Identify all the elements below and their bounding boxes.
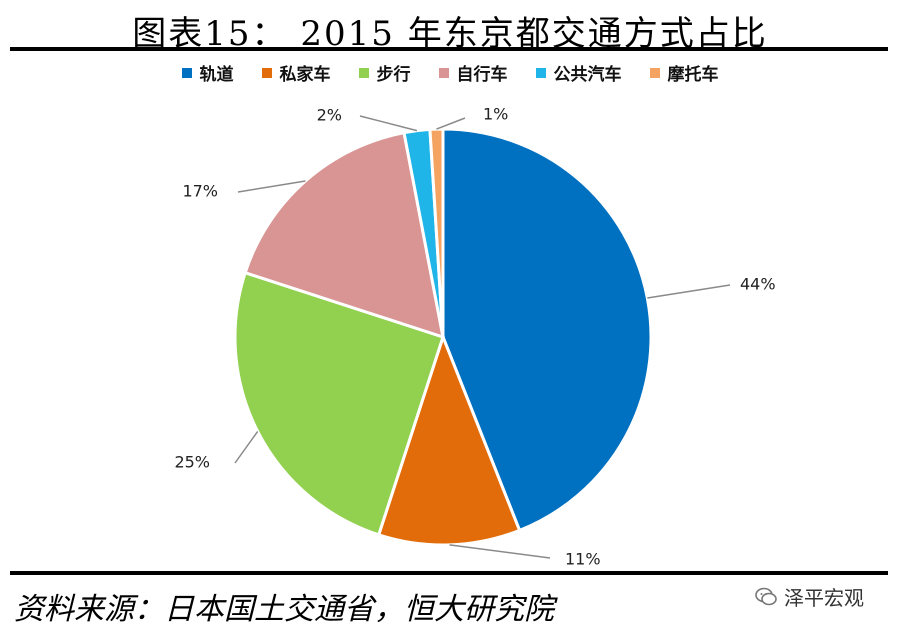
legend: 轨道 私家车 步行 自行车 公共汽车 摩托车	[0, 60, 900, 85]
watermark: 泽平宏观	[748, 580, 870, 613]
leader-line-2	[234, 430, 259, 464]
data-label-2: 25%	[174, 453, 210, 472]
leader-line-4	[359, 115, 418, 132]
legend-label-walk: 步行	[376, 65, 411, 85]
pie-slice-0	[441, 127, 653, 533]
legend-label-rail: 轨道	[199, 65, 234, 85]
legend-swatch-bicycle	[438, 67, 449, 78]
legend-label-bus: 公共汽车	[553, 65, 622, 85]
legend-item-walk: 步行	[358, 60, 411, 85]
source-note: 资料来源：日本国土交通省，恒大研究院	[14, 592, 554, 627]
watermark-text: 泽平宏观	[784, 586, 864, 610]
data-label-1: 11%	[565, 550, 601, 569]
pie-slice-3	[243, 130, 445, 340]
legend-swatch-rail	[181, 67, 192, 78]
leader-line-1	[449, 544, 551, 559]
wechat-icon	[755, 587, 777, 605]
pie-slice-1	[376, 332, 522, 547]
legend-item-bicycle: 自行车	[438, 60, 508, 85]
legend-swatch-walk	[358, 67, 369, 78]
data-label-3: 17%	[182, 182, 218, 201]
legend-swatch-bus	[535, 67, 546, 78]
leader-line-0	[647, 284, 731, 299]
data-label-5: 1%	[483, 105, 508, 124]
legend-label-bicycle: 自行车	[456, 65, 508, 85]
legend-label-car: 私家车	[279, 65, 331, 85]
title-underline	[10, 47, 888, 51]
legend-item-motorcycle: 摩托车	[649, 60, 719, 85]
data-label-0: 44%	[740, 275, 776, 294]
legend-item-rail: 轨道	[181, 60, 234, 85]
legend-swatch-motorcycle	[649, 67, 660, 78]
legend-item-bus: 公共汽车	[535, 60, 622, 85]
data-label-4: 2%	[317, 106, 342, 125]
leader-line-3	[237, 180, 306, 193]
leader-line-5	[436, 117, 466, 130]
legend-label-motorcycle: 摩托车	[667, 65, 719, 85]
legend-item-car: 私家车	[261, 60, 331, 85]
footer-rule	[10, 571, 888, 575]
legend-swatch-car	[261, 67, 272, 78]
